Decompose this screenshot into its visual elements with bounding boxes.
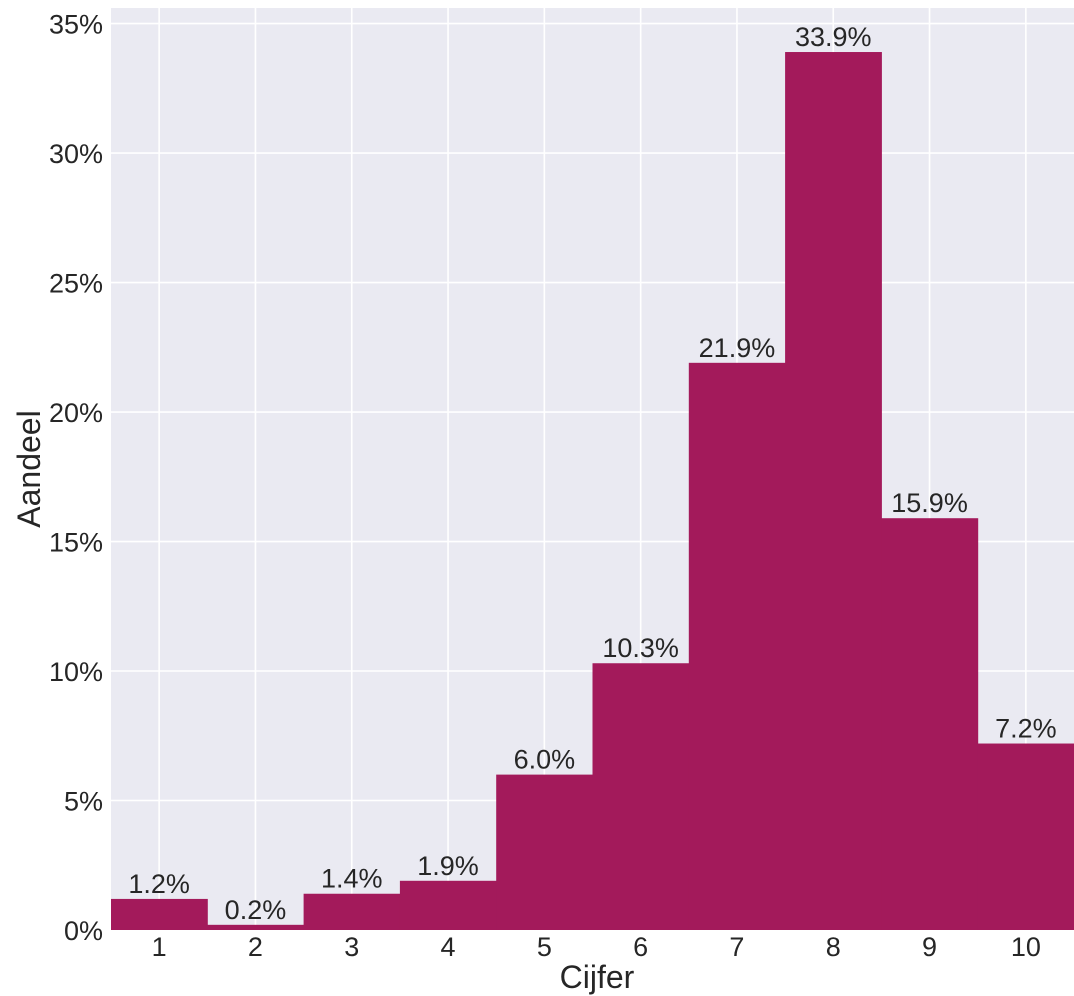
x-tick-label: 3: [344, 932, 359, 962]
x-tick-label: 1: [152, 932, 167, 962]
bar-value-label: 15.9%: [891, 488, 968, 518]
x-tick-label: 9: [922, 932, 937, 962]
bar: [303, 893, 401, 930]
y-tick-label: 25%: [49, 269, 103, 299]
x-tick-label: 4: [441, 932, 456, 962]
y-tick-label: 15%: [49, 528, 103, 558]
bar-value-label: 1.2%: [128, 869, 190, 899]
y-tick-label: 30%: [49, 139, 103, 169]
bar: [496, 774, 593, 930]
bar-value-label: 6.0%: [514, 745, 576, 775]
bar-value-label: 1.4%: [321, 864, 383, 894]
bar: [977, 743, 1074, 930]
bar-value-label: 10.3%: [602, 633, 679, 663]
bar-value-label: 7.2%: [995, 714, 1057, 744]
bar-value-label: 21.9%: [699, 333, 776, 363]
x-tick-labels: 1 2 3 4 5 6 7 8 9 10: [152, 932, 1041, 962]
bar: [688, 362, 786, 931]
x-tick-label: 2: [248, 932, 263, 962]
bar-value-label: 1.9%: [417, 851, 479, 881]
x-tick-label: 5: [537, 932, 552, 962]
bar: [207, 924, 305, 930]
y-axis-title: Aandeel: [11, 410, 47, 527]
bar: [399, 880, 497, 930]
y-tick-label: 0%: [64, 916, 103, 946]
bar: [111, 898, 208, 930]
y-tick-label: 5%: [64, 787, 103, 817]
x-axis-title: Cijfer: [560, 959, 635, 995]
x-tick-label: 10: [1011, 932, 1041, 962]
data-labels: 1.2% 0.2% 1.4% 1.9% 6.0% 10.3% 21.9% 33.9% 15.9%…: [128, 22, 1056, 925]
y-tick-labels: 0% 5% 10% 15% 20% 25% 30% 35%: [49, 10, 103, 946]
bar-value-label: 0.2%: [225, 895, 287, 925]
bar: [592, 663, 690, 930]
y-tick-label: 35%: [49, 10, 103, 40]
bar: [881, 518, 979, 930]
x-tick-label: 6: [633, 932, 648, 962]
x-tick-label: 7: [729, 932, 744, 962]
bar: [785, 52, 882, 931]
bars: [111, 52, 1074, 931]
y-tick-label: 10%: [49, 657, 103, 687]
bar-value-label: 33.9%: [795, 22, 872, 52]
x-tick-label: 8: [826, 932, 841, 962]
y-tick-label: 20%: [49, 398, 103, 428]
